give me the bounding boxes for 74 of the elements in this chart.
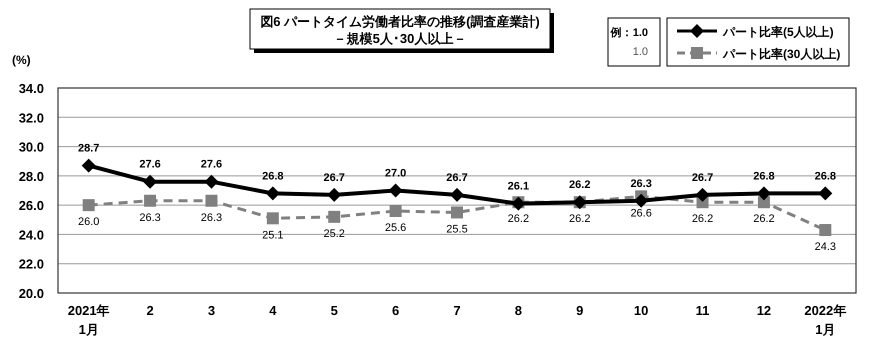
text: 例：1.0 — [610, 26, 648, 39]
x-tick-label: 11 — [696, 303, 710, 318]
data-label: 25.5 — [446, 223, 468, 236]
data-label: 26.2 — [753, 213, 775, 226]
x-tick-label: 5 — [330, 303, 338, 318]
point — [204, 174, 218, 189]
x-tick-label: 12 — [756, 303, 772, 318]
data-label: 26.3 — [630, 178, 652, 190]
point — [327, 188, 342, 202]
y-tick-label: 22.0 — [18, 256, 44, 272]
data-label: 26.8 — [814, 170, 836, 182]
point — [144, 194, 156, 207]
point — [82, 199, 95, 212]
point — [634, 194, 648, 208]
x-tick-label: 4 — [269, 303, 278, 318]
data-label: 26.7 — [324, 172, 345, 184]
data-label: 27.6 — [139, 158, 161, 171]
data-label: 25.6 — [384, 222, 406, 234]
x-tick-label: 2022年 1月 — [804, 303, 846, 337]
y-tick-label: 30.0 — [18, 140, 44, 155]
x-tick-label: 2 — [146, 303, 154, 318]
point — [143, 174, 158, 189]
legend-label: パート比率(30人以上) — [722, 47, 840, 61]
data-label: 25.2 — [324, 228, 345, 240]
data-label: 25.1 — [262, 229, 284, 242]
data-label: 26.8 — [753, 170, 775, 182]
x-tick-label: 6 — [392, 303, 400, 318]
point — [266, 186, 280, 200]
data-label: 26.0 — [78, 216, 100, 228]
x-tick-label: 7 — [453, 303, 461, 318]
point — [696, 188, 710, 202]
point — [266, 212, 279, 224]
data-label: 26.2 — [508, 213, 530, 226]
y-tick-label: 28.0 — [18, 168, 44, 184]
point — [818, 186, 832, 200]
data-label: 28.7 — [78, 142, 100, 155]
data-label: 26.8 — [262, 170, 284, 182]
data-label: 26.2 — [569, 213, 590, 226]
point — [82, 158, 96, 173]
chart-subtitle: －規模5人･30人以上－ — [334, 31, 466, 46]
point — [511, 196, 526, 211]
point — [450, 188, 464, 202]
y-axis-title: (%) — [12, 53, 31, 67]
point — [388, 184, 403, 198]
y-tick-label: 24.0 — [18, 227, 44, 242]
data-label: 26.2 — [569, 179, 590, 192]
data-label: 26.1 — [508, 180, 530, 193]
text: 1.0 — [632, 46, 648, 58]
point — [819, 224, 832, 236]
y-tick-label: 32.0 — [18, 110, 44, 126]
data-label: 26.3 — [200, 212, 222, 224]
x-tick-label: 3 — [208, 303, 216, 318]
point — [756, 186, 771, 200]
x-tick-label: 9 — [576, 303, 584, 318]
x-tick-label: 8 — [514, 303, 522, 318]
data-label: 26.7 — [446, 172, 468, 184]
point — [451, 206, 463, 218]
chart-title: 図6 パートタイム労働者比率の推移(調査産業計) — [260, 14, 540, 29]
point — [205, 194, 218, 207]
data-label: 26.6 — [630, 207, 652, 220]
data-label: 27.0 — [384, 168, 406, 180]
data-label: 27.6 — [200, 158, 222, 171]
data-label: 26.3 — [139, 212, 161, 224]
point — [390, 205, 402, 217]
y-tick-label: 34.0 — [18, 81, 44, 96]
data-label: 24.3 — [814, 241, 836, 254]
x-tick-label: 10 — [634, 303, 648, 318]
y-tick-label: 20.0 — [18, 286, 44, 301]
data-label: 26.2 — [692, 213, 714, 226]
x-tick-label: 2021年 1月 — [68, 303, 110, 337]
data-label: 26.7 — [692, 172, 714, 184]
y-tick-label: 26.0 — [18, 198, 44, 214]
point — [328, 210, 340, 223]
legend-label: パート比率(5人以上) — [722, 25, 834, 39]
